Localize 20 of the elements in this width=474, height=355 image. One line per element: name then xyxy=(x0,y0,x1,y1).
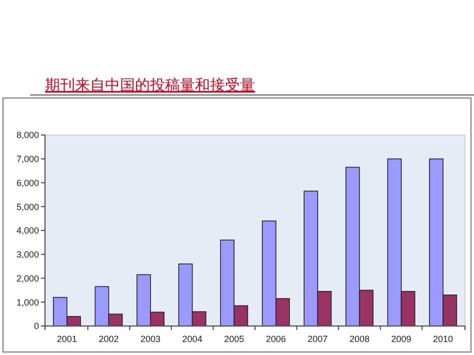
chart-title: 期刊来自中国的投稿量和接受量 xyxy=(45,76,255,94)
x-tick-label: 2010 xyxy=(433,334,454,344)
x-tick-label: 2007 xyxy=(308,334,328,344)
y-tick-label: 4,000 xyxy=(16,226,39,236)
x-tick-label: 2005 xyxy=(224,334,244,344)
y-tick-label: 2,000 xyxy=(16,273,39,284)
y-tick-label: 5,000 xyxy=(16,202,39,212)
y-tick-label: 7,000 xyxy=(16,154,39,164)
x-tick-label: 2003 xyxy=(140,334,161,344)
x-tick-label: 2009 xyxy=(391,334,412,344)
x-tick-label: 2002 xyxy=(98,334,119,344)
y-tick-label: 3,000 xyxy=(16,250,39,260)
x-tick-label: 2001 xyxy=(56,334,77,344)
x-tick-label: 2008 xyxy=(349,334,370,344)
y-tick-label: 1,000 xyxy=(16,297,39,308)
y-tick-label: 6,000 xyxy=(16,178,39,188)
x-tick-label: 2004 xyxy=(182,334,202,344)
x-tick-label: 2006 xyxy=(266,334,286,344)
y-tick-label: 8,000 xyxy=(16,130,39,140)
y-tick-label: 0 xyxy=(34,321,39,332)
